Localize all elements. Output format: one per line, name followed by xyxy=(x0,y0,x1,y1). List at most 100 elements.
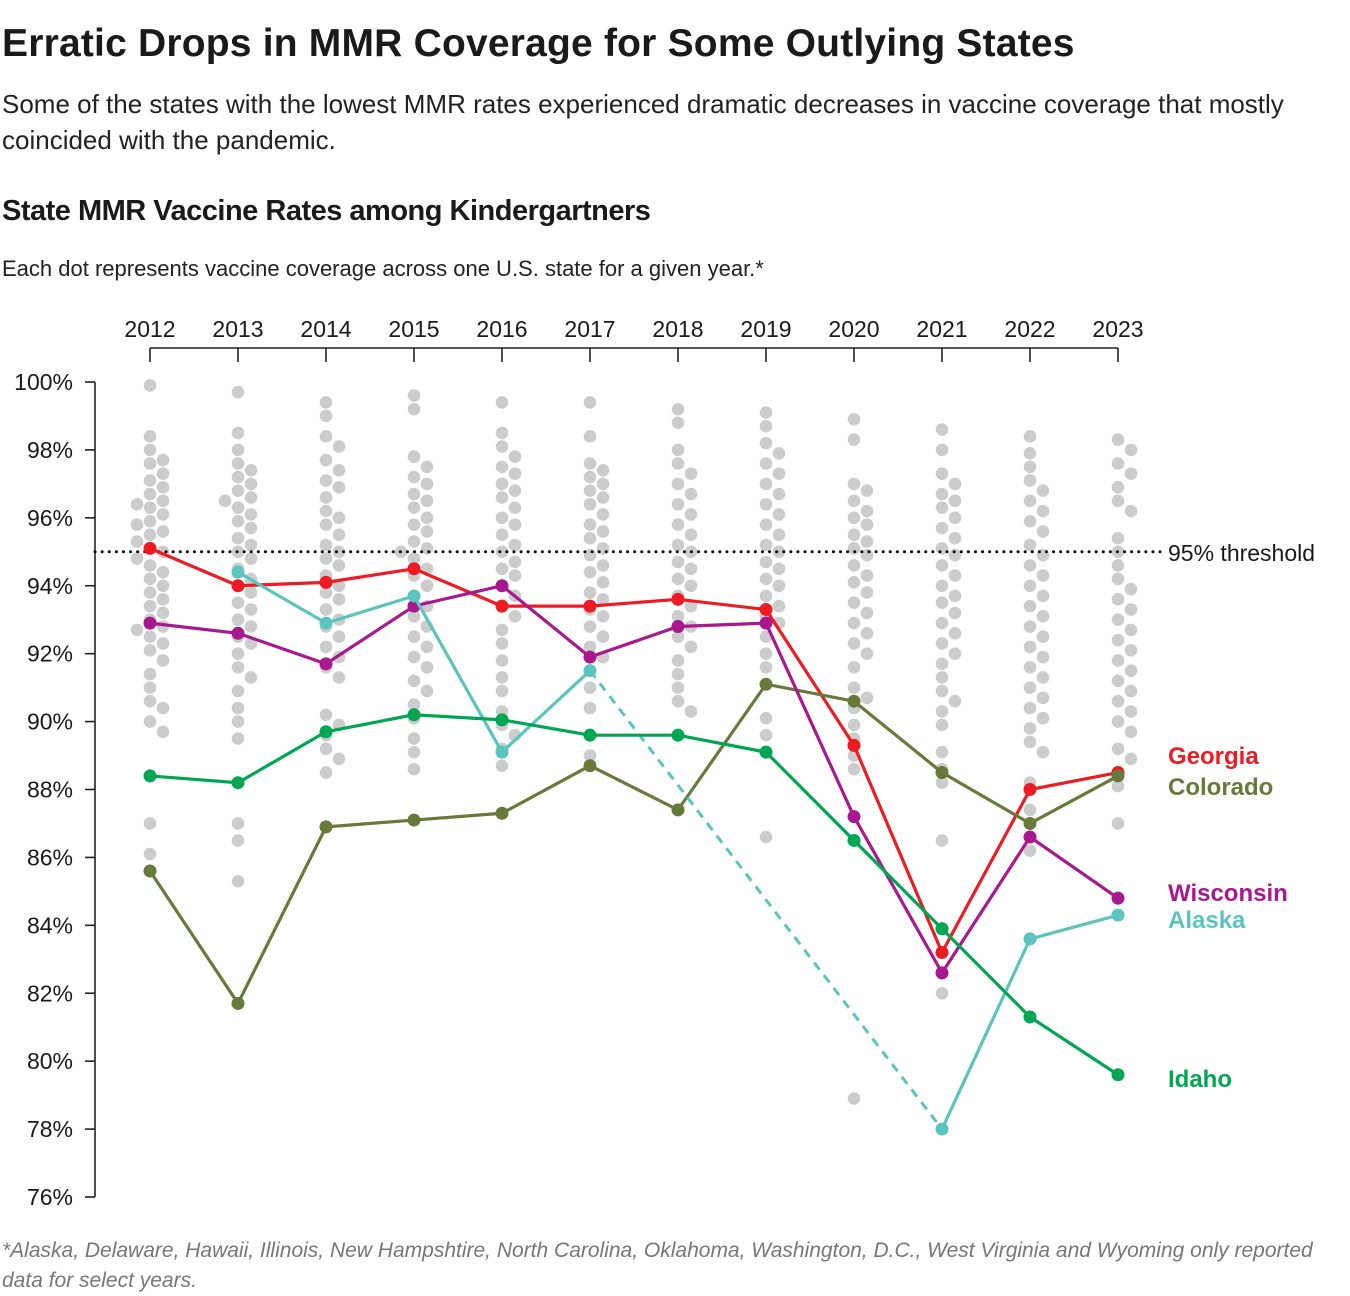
state-dot xyxy=(684,508,698,521)
series-point-alaska xyxy=(407,589,421,603)
state-dot xyxy=(319,538,333,552)
state-dot xyxy=(948,569,962,582)
x-tick-label: 2023 xyxy=(1092,316,1143,342)
state-dot xyxy=(420,511,434,525)
threshold-label: 95% threshold xyxy=(1168,540,1315,566)
series-point-georgia xyxy=(847,738,861,752)
state-dot xyxy=(935,443,949,457)
state-dot xyxy=(407,610,421,623)
state-dot xyxy=(231,531,245,545)
x-tick-label: 2021 xyxy=(916,316,967,342)
state-dot xyxy=(143,586,157,599)
state-dot xyxy=(508,569,522,582)
state-dot xyxy=(860,691,874,705)
state-dot xyxy=(332,511,346,525)
series-point-colorado xyxy=(583,759,597,773)
state-dot xyxy=(244,463,258,477)
state-dot xyxy=(948,494,962,508)
state-dot xyxy=(156,593,170,606)
state-dot xyxy=(1036,691,1050,705)
state-dot xyxy=(1111,494,1125,508)
state-dot xyxy=(1023,620,1037,633)
state-dot xyxy=(407,487,421,501)
state-dot xyxy=(847,660,861,674)
x-tick-label: 2019 xyxy=(740,316,791,342)
y-tick-label: 96% xyxy=(27,505,73,531)
state-dot xyxy=(1111,613,1125,627)
series-point-idaho xyxy=(407,708,421,722)
state-dot xyxy=(671,555,685,569)
state-dot xyxy=(495,440,509,453)
series-point-colorado xyxy=(231,996,245,1010)
series-point-colorado xyxy=(495,806,509,820)
state-dot xyxy=(319,491,333,504)
state-dot xyxy=(759,555,773,569)
state-dot xyxy=(1124,643,1138,657)
state-dot xyxy=(1124,752,1138,766)
series-point-alaska xyxy=(1023,932,1037,946)
state-dot xyxy=(860,504,874,518)
state-dot xyxy=(143,501,157,514)
state-dot xyxy=(156,606,170,620)
state-dot xyxy=(407,732,421,745)
state-dot xyxy=(1036,504,1050,518)
state-dot xyxy=(671,477,685,491)
series-point-alaska xyxy=(1111,908,1125,922)
series-point-colorado xyxy=(407,813,421,827)
state-dot xyxy=(860,606,874,620)
state-dot xyxy=(1023,460,1037,474)
state-dot xyxy=(583,701,597,715)
state-dot xyxy=(684,640,698,654)
state-dot xyxy=(847,681,861,694)
page-subtitle: Some of the states with the lowest MMR r… xyxy=(2,89,1284,155)
state-dot xyxy=(935,521,949,535)
state-dot xyxy=(319,504,333,518)
state-dot xyxy=(1023,722,1037,735)
series-point-wisconsin xyxy=(759,616,773,630)
state-dot xyxy=(156,525,170,538)
state-dot xyxy=(671,443,685,457)
state-dot xyxy=(407,552,421,565)
state-dot xyxy=(156,579,170,593)
state-dot xyxy=(319,586,333,599)
state-dot xyxy=(495,491,509,504)
state-dot xyxy=(1111,593,1125,606)
state-dot xyxy=(332,545,346,559)
state-dot xyxy=(319,640,333,654)
state-dot xyxy=(156,725,170,739)
state-dot xyxy=(860,626,874,640)
x-tick-label: 2018 xyxy=(652,316,703,342)
state-dot xyxy=(583,497,597,511)
state-dot xyxy=(407,630,421,643)
state-dot xyxy=(231,647,245,660)
state-dot xyxy=(130,623,144,637)
state-dot xyxy=(759,711,773,725)
series-line-idaho xyxy=(149,713,1119,1077)
y-tick-label: 88% xyxy=(27,777,73,803)
x-tick-label: 2022 xyxy=(1004,316,1055,342)
state-dot xyxy=(583,430,597,443)
state-dot xyxy=(156,565,170,579)
series-point-colorado xyxy=(1111,769,1125,783)
state-dot xyxy=(1124,684,1138,698)
state-dot xyxy=(759,660,773,674)
series-point-georgia xyxy=(407,562,421,576)
state-dot xyxy=(596,576,610,589)
state-dot xyxy=(860,569,874,582)
series-point-idaho xyxy=(759,745,773,759)
series-point-alaska xyxy=(935,1122,949,1136)
state-dot xyxy=(231,596,245,610)
state-dot xyxy=(935,596,949,610)
state-dot xyxy=(671,667,685,681)
state-dot xyxy=(495,545,509,559)
state-dot xyxy=(1036,610,1050,623)
state-dot xyxy=(231,732,245,745)
state-dot xyxy=(332,480,346,494)
state-dot xyxy=(948,477,962,491)
state-dot xyxy=(1111,633,1125,647)
series-point-wisconsin xyxy=(671,620,685,633)
state-dot xyxy=(508,610,522,623)
state-dot xyxy=(407,745,421,759)
state-dot xyxy=(583,470,597,484)
state-dot xyxy=(948,531,962,545)
